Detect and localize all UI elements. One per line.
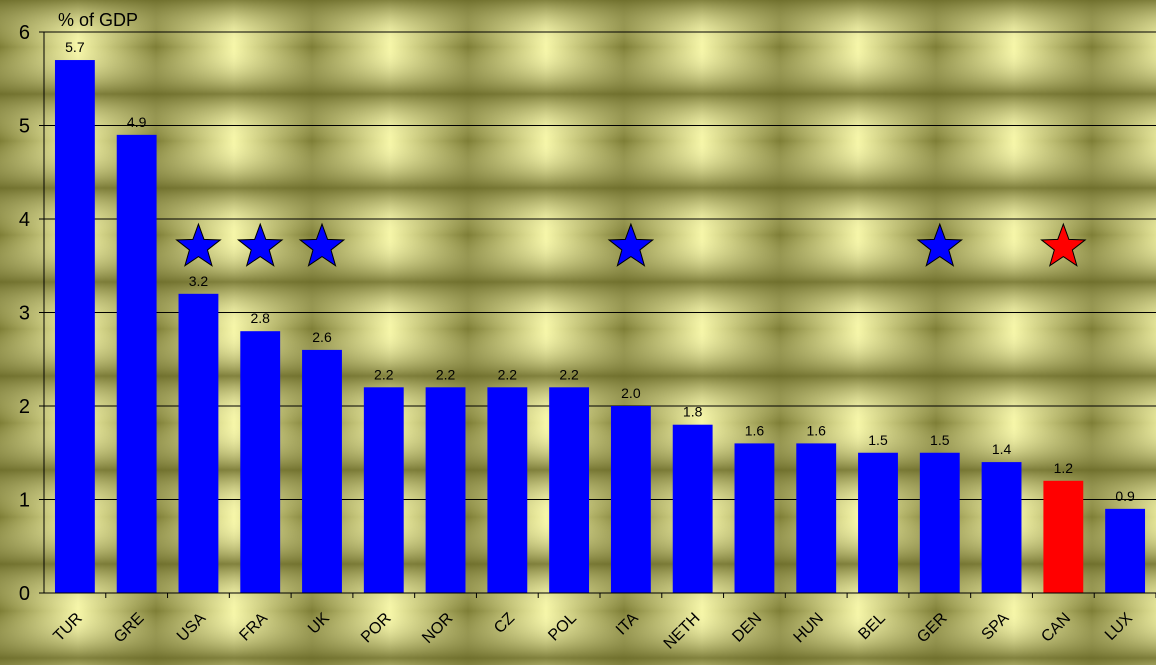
data-label-nor: 2.2 xyxy=(436,366,456,382)
data-label-por: 2.2 xyxy=(374,366,394,382)
bar-usa xyxy=(178,293,219,593)
y-tick-label: 5 xyxy=(19,116,30,138)
data-label-gre: 4.9 xyxy=(127,114,147,130)
data-label-neth: 1.8 xyxy=(683,404,703,420)
bar-ger xyxy=(919,452,960,593)
y-tick-label: 1 xyxy=(19,490,30,512)
bar-hun xyxy=(796,443,837,593)
data-label-can: 1.2 xyxy=(1054,460,1074,476)
star-marker-uk xyxy=(298,222,346,267)
y-tick-label: 3 xyxy=(19,303,30,325)
data-label-uk: 2.6 xyxy=(312,329,332,345)
data-label-fra: 2.8 xyxy=(250,310,270,326)
star-marker-fra xyxy=(236,222,284,267)
bar-por xyxy=(363,387,404,593)
y-tick-label: 4 xyxy=(19,209,30,231)
bar-can xyxy=(1043,480,1084,593)
bar-pol xyxy=(549,387,590,593)
star-marker-usa xyxy=(175,222,222,267)
star-marker-ger xyxy=(916,222,964,267)
bar-uk xyxy=(302,349,342,593)
bar-neth xyxy=(672,424,713,593)
bar-tur xyxy=(54,60,95,594)
data-label-cz: 2.2 xyxy=(498,366,518,382)
bar-gre xyxy=(116,134,157,593)
star-markers xyxy=(175,222,1087,267)
data-label-tur: 5.7 xyxy=(65,39,85,55)
y-axis-title: % of GDP xyxy=(58,10,138,30)
data-label-ger: 1.5 xyxy=(930,432,950,448)
y-tick-label: 2 xyxy=(19,396,30,418)
bar-den xyxy=(734,443,775,593)
y-tick-label: 6 xyxy=(19,22,30,44)
y-tick-label: 0 xyxy=(19,583,30,605)
data-label-pol: 2.2 xyxy=(559,366,579,382)
bar-fra xyxy=(240,331,281,593)
bar-spa xyxy=(981,462,1022,593)
bar-ita xyxy=(610,406,651,593)
data-label-lux: 0.9 xyxy=(1115,488,1135,504)
gridlines xyxy=(44,31,1156,500)
star-marker-can xyxy=(1040,222,1087,267)
data-label-usa: 3.2 xyxy=(189,273,209,289)
bar-nor xyxy=(425,387,466,593)
data-label-bel: 1.5 xyxy=(868,432,888,448)
bar-cz xyxy=(487,387,528,593)
data-label-spa: 1.4 xyxy=(992,441,1012,457)
bar-lux xyxy=(1105,508,1146,593)
data-label-ita: 2.0 xyxy=(621,385,641,401)
bar-bel xyxy=(858,452,898,593)
y-axis-ticks: 0 1 2 3 4 5 6 xyxy=(19,22,44,605)
data-label-den: 1.6 xyxy=(745,422,765,438)
bars-group xyxy=(54,60,1146,594)
data-labels: 5.7 4.9 3.2 2.8 2.6 2.2 2.2 2.2 2.2 2.0 1.8 1.6 1.6 1… xyxy=(65,39,1135,504)
data-label-hun: 1.6 xyxy=(806,422,826,438)
star-marker-ita xyxy=(607,222,655,267)
